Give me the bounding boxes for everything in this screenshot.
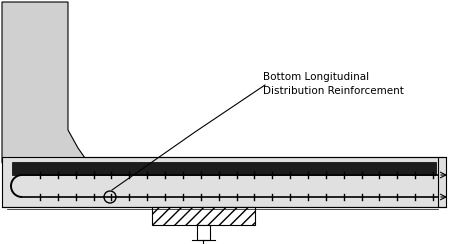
Text: Distribution Reinforcement: Distribution Reinforcement — [263, 86, 404, 96]
Polygon shape — [2, 2, 85, 163]
Bar — [197, 225, 210, 240]
Bar — [12, 162, 436, 175]
Bar — [2, 157, 446, 207]
Text: Bottom Longitudinal: Bottom Longitudinal — [263, 72, 369, 82]
Bar — [152, 207, 255, 225]
